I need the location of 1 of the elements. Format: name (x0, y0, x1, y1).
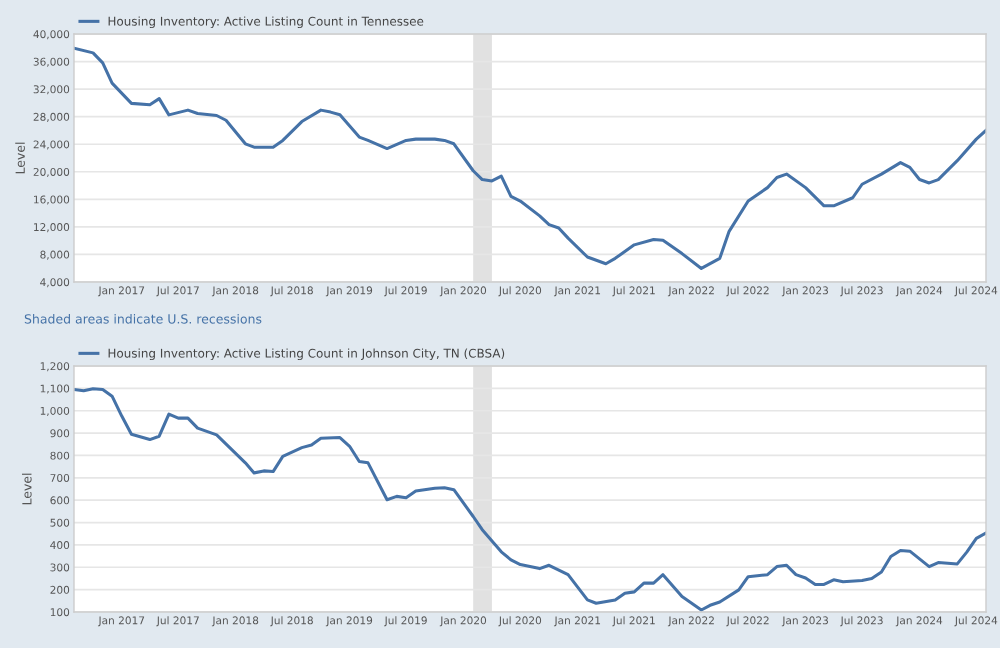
line-series (74, 46, 986, 270)
